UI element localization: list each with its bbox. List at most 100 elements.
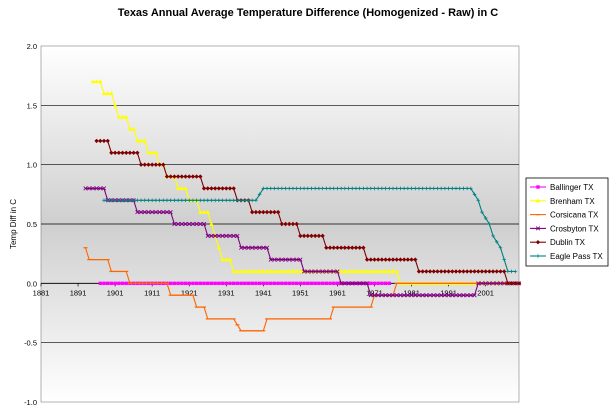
data-point-brenham-tx (138, 138, 144, 143)
data-point-ballinger-tx (324, 281, 329, 286)
data-point-crosbyton-tx (446, 293, 451, 298)
legend-label: Brenham TX (550, 197, 595, 206)
data-point-dublin-tx (394, 257, 399, 262)
data-point-crosbyton-tx (405, 293, 410, 298)
data-point-ballinger-tx (332, 281, 336, 286)
data-point-eagle-pass-tx (205, 198, 210, 203)
data-point-eagle-pass-tx (113, 198, 117, 203)
data-point-eagle-pass-tx (305, 186, 310, 191)
data-point-ballinger-tx (380, 281, 384, 286)
data-point-crosbyton-tx (268, 257, 273, 262)
data-point-crosbyton-tx (201, 221, 207, 227)
data-point-dublin-tx (231, 186, 236, 191)
data-point-brenham-tx (231, 269, 236, 274)
data-point-crosbyton-tx (342, 281, 347, 286)
data-point-brenham-tx (368, 269, 373, 274)
data-point-crosbyton-tx (502, 281, 507, 286)
data-point-brenham-tx (238, 269, 244, 274)
legend-marker (535, 198, 541, 203)
data-point-dublin-tx (357, 245, 362, 250)
chart-title: Texas Annual Average Temperature Differe… (118, 7, 498, 19)
data-point-eagle-pass-tx (494, 240, 499, 244)
data-point-brenham-tx (383, 269, 388, 274)
data-point-eagle-pass-tx (302, 186, 306, 191)
data-point-dublin-tx (368, 257, 373, 262)
data-point-ballinger-tx (98, 281, 102, 286)
data-point-dublin-tx (279, 221, 285, 227)
data-point-crosbyton-tx (146, 210, 151, 215)
data-point-ballinger-tx (124, 281, 128, 286)
data-point-eagle-pass-tx (424, 186, 429, 191)
data-point-crosbyton-tx (309, 269, 314, 274)
data-point-dublin-tx (149, 162, 155, 167)
data-point-crosbyton-tx (198, 221, 203, 227)
data-point-crosbyton-tx (498, 281, 503, 286)
data-point-dublin-tx (494, 269, 499, 274)
data-point-crosbyton-tx (194, 221, 199, 227)
data-point-eagle-pass-tx (298, 186, 303, 191)
data-point-ballinger-tx (269, 281, 273, 286)
legend-label: Dublin TX (550, 238, 586, 247)
data-point-dublin-tx (431, 269, 436, 274)
data-point-brenham-tx (116, 114, 122, 119)
data-point-eagle-pass-tx (165, 198, 169, 203)
data-point-eagle-pass-tx (257, 192, 262, 197)
data-point-dublin-tx (413, 257, 418, 262)
data-point-crosbyton-tx (175, 221, 181, 227)
data-point-ballinger-tx (317, 281, 321, 286)
data-point-dublin-tx (250, 209, 255, 215)
data-point-ballinger-tx (376, 281, 380, 286)
data-point-eagle-pass-tx (224, 198, 229, 203)
data-point-brenham-tx (120, 114, 125, 119)
data-point-eagle-pass-tx (228, 198, 232, 203)
data-point-eagle-pass-tx (272, 186, 277, 191)
data-point-dublin-tx (275, 209, 281, 215)
data-point-eagle-pass-tx (328, 186, 332, 191)
data-point-eagle-pass-tx (457, 186, 462, 191)
data-point-brenham-tx (105, 91, 110, 96)
legend-item-crosbyton-tx: Crosbyton TX (530, 224, 599, 233)
data-point-crosbyton-tx (413, 293, 418, 298)
data-point-eagle-pass-tx (109, 198, 114, 203)
data-point-eagle-pass-tx (483, 216, 488, 220)
data-point-dublin-tx (313, 233, 318, 239)
data-point-crosbyton-tx (142, 210, 147, 215)
data-point-brenham-tx (101, 91, 107, 96)
data-point-dublin-tx (401, 257, 407, 262)
data-point-crosbyton-tx (246, 245, 251, 250)
y-tick-label: -0.5 (24, 339, 37, 348)
data-point-brenham-tx (257, 269, 262, 274)
data-point-ballinger-tx (120, 281, 125, 286)
data-point-crosbyton-tx (427, 293, 433, 298)
series-dublin-tx (94, 138, 522, 286)
data-point-brenham-tx (353, 269, 359, 274)
data-point-eagle-pass-tx (135, 198, 140, 203)
data-point-eagle-pass-tx (213, 198, 217, 203)
data-point-crosbyton-tx (420, 293, 425, 298)
data-point-eagle-pass-tx (317, 186, 321, 191)
data-point-dublin-tx (487, 269, 492, 274)
data-point-dublin-tx (190, 174, 196, 179)
data-point-crosbyton-tx (468, 293, 473, 298)
data-point-crosbyton-tx (339, 281, 344, 286)
data-point-ballinger-tx (291, 281, 295, 286)
data-point-brenham-tx (224, 257, 229, 262)
data-point-brenham-tx (94, 79, 99, 84)
data-point-eagle-pass-tx (124, 198, 129, 203)
data-point-crosbyton-tx (461, 293, 466, 298)
data-point-eagle-pass-tx (439, 186, 443, 191)
legend-item-ballinger-tx: Ballinger TX (530, 183, 594, 192)
data-point-ballinger-tx (109, 281, 114, 286)
data-point-crosbyton-tx (150, 210, 155, 215)
data-point-eagle-pass-tx (417, 186, 421, 191)
data-point-ballinger-tx (187, 281, 191, 286)
data-point-dublin-tx (164, 174, 170, 179)
data-point-crosbyton-tx (135, 210, 140, 215)
data-point-dublin-tx (379, 257, 385, 262)
data-point-dublin-tx (268, 209, 273, 215)
data-point-eagle-pass-tx (250, 198, 255, 203)
data-point-dublin-tx (331, 245, 336, 250)
data-point-dublin-tx (257, 209, 262, 215)
legend-item-dublin-tx: Dublin TX (530, 238, 586, 247)
